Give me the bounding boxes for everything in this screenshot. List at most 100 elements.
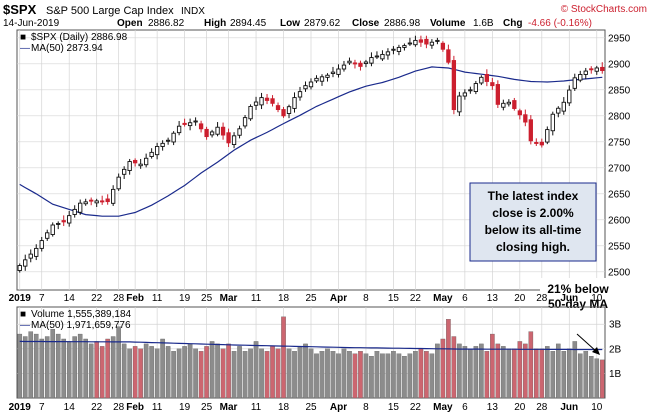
volume-bar — [66, 341, 72, 399]
volume-bar — [363, 353, 369, 399]
low-label: Low — [280, 18, 300, 29]
price-y-axis: 2950 2900 2850 2800 2750 2700 2650 2600 2550 2500 — [608, 33, 631, 278]
volume-bar — [61, 338, 67, 399]
volume-bar — [555, 343, 561, 399]
volume-x-tick-label: 22 — [91, 402, 103, 413]
candle-body — [358, 62, 363, 67]
candle-body — [160, 142, 165, 147]
candle-body — [45, 232, 50, 239]
candle-body — [78, 202, 83, 213]
volume-label: Volume — [430, 18, 466, 29]
volume-bar — [512, 348, 517, 399]
watermark: © StockCharts.com — [561, 4, 647, 15]
volume-tick-label: 3B — [609, 320, 622, 331]
candle-body — [248, 105, 253, 120]
candle-body — [61, 220, 66, 223]
price-x-tick-label: 11 — [152, 293, 163, 304]
candle-body — [303, 85, 308, 90]
candle-body — [270, 98, 275, 104]
volume-bar — [237, 346, 242, 399]
volume-x-tick-label: Mar — [220, 402, 238, 413]
volume-bar — [149, 346, 154, 399]
high-value: 2894.45 — [230, 18, 267, 29]
volume-x-tick-label: 22 — [410, 402, 422, 413]
candle-body — [94, 200, 99, 204]
price-x-tick-label: 22 — [91, 293, 103, 304]
volume-bar — [50, 328, 56, 399]
candle-body — [589, 68, 594, 71]
volume-bar — [374, 351, 380, 399]
candle-body — [407, 42, 413, 45]
volume-bar — [358, 351, 363, 399]
volume-bar — [22, 336, 28, 399]
volume-bar — [77, 333, 83, 399]
candle-body — [50, 224, 55, 235]
candle-body — [286, 106, 292, 114]
volume-value: 1.6B — [473, 18, 494, 29]
volume-y-axis: 3B 2B 1B — [609, 320, 622, 380]
high-label: High — [204, 18, 226, 29]
volume-bar — [28, 331, 34, 399]
candle-body — [418, 39, 424, 43]
candle-body — [495, 84, 500, 105]
candle-body — [583, 70, 588, 75]
candle-body — [479, 76, 484, 84]
candle-body — [275, 105, 281, 111]
volume-bar — [446, 319, 451, 399]
candle-body — [561, 101, 566, 112]
candle-body — [528, 119, 533, 142]
candle-body — [440, 42, 446, 50]
volume-bar — [264, 351, 270, 399]
volume-bar — [110, 336, 116, 399]
candle-body — [116, 176, 121, 190]
volume-bar — [165, 346, 171, 399]
price-tick-label: 2950 — [608, 33, 631, 44]
annotation-line-2: close is 2.00% — [492, 206, 574, 220]
candle-body — [539, 141, 544, 146]
candle-body — [100, 200, 105, 203]
volume-bar — [292, 351, 297, 399]
annotation-box — [469, 182, 597, 262]
candle-body — [259, 97, 264, 106]
price-x-tick-label: 25 — [305, 293, 317, 304]
volume-bar — [226, 343, 231, 399]
candle-body — [341, 64, 347, 70]
candle-body — [429, 41, 435, 46]
date-label: 14-Jun-2019 — [3, 18, 60, 29]
volume-bar — [418, 348, 424, 399]
candle-body — [435, 39, 440, 42]
volume-bar — [451, 336, 457, 399]
price-x-tick-label: Feb — [126, 293, 144, 304]
volume-annotation-bg — [540, 278, 615, 312]
candle-body — [187, 122, 193, 127]
ma50-legend-label: MA(50) 2873.94 — [31, 43, 103, 54]
candle-body — [534, 142, 539, 144]
price-x-tick-label: 13 — [487, 293, 499, 304]
volume-bar — [583, 351, 589, 399]
candle-body — [473, 83, 479, 92]
candle-body — [501, 102, 506, 108]
candle-body — [523, 114, 528, 123]
volume-bar — [198, 351, 204, 399]
volume-x-tick-label: 14 — [64, 402, 76, 413]
volume-bar — [347, 351, 352, 399]
price-x-tick-label: 25 — [201, 293, 213, 304]
price-x-tick-label: 15 — [388, 293, 400, 304]
close-value: 2886.98 — [384, 18, 421, 29]
volume-bar — [341, 348, 347, 399]
candle-body — [39, 240, 44, 249]
volume-bar — [286, 348, 292, 399]
volume-bar — [550, 351, 556, 399]
price-tick-label: 2700 — [608, 163, 631, 174]
volume-bar — [473, 346, 479, 399]
volume-bars — [17, 316, 605, 399]
price-x-tick-label: 11 — [251, 293, 262, 304]
volume-bar — [308, 348, 314, 399]
candle-body — [231, 135, 237, 146]
volume-bar — [275, 348, 281, 399]
volume-bar — [468, 348, 473, 399]
candle-body — [209, 131, 215, 136]
volume-bar — [545, 346, 550, 399]
candle-body — [292, 97, 297, 109]
